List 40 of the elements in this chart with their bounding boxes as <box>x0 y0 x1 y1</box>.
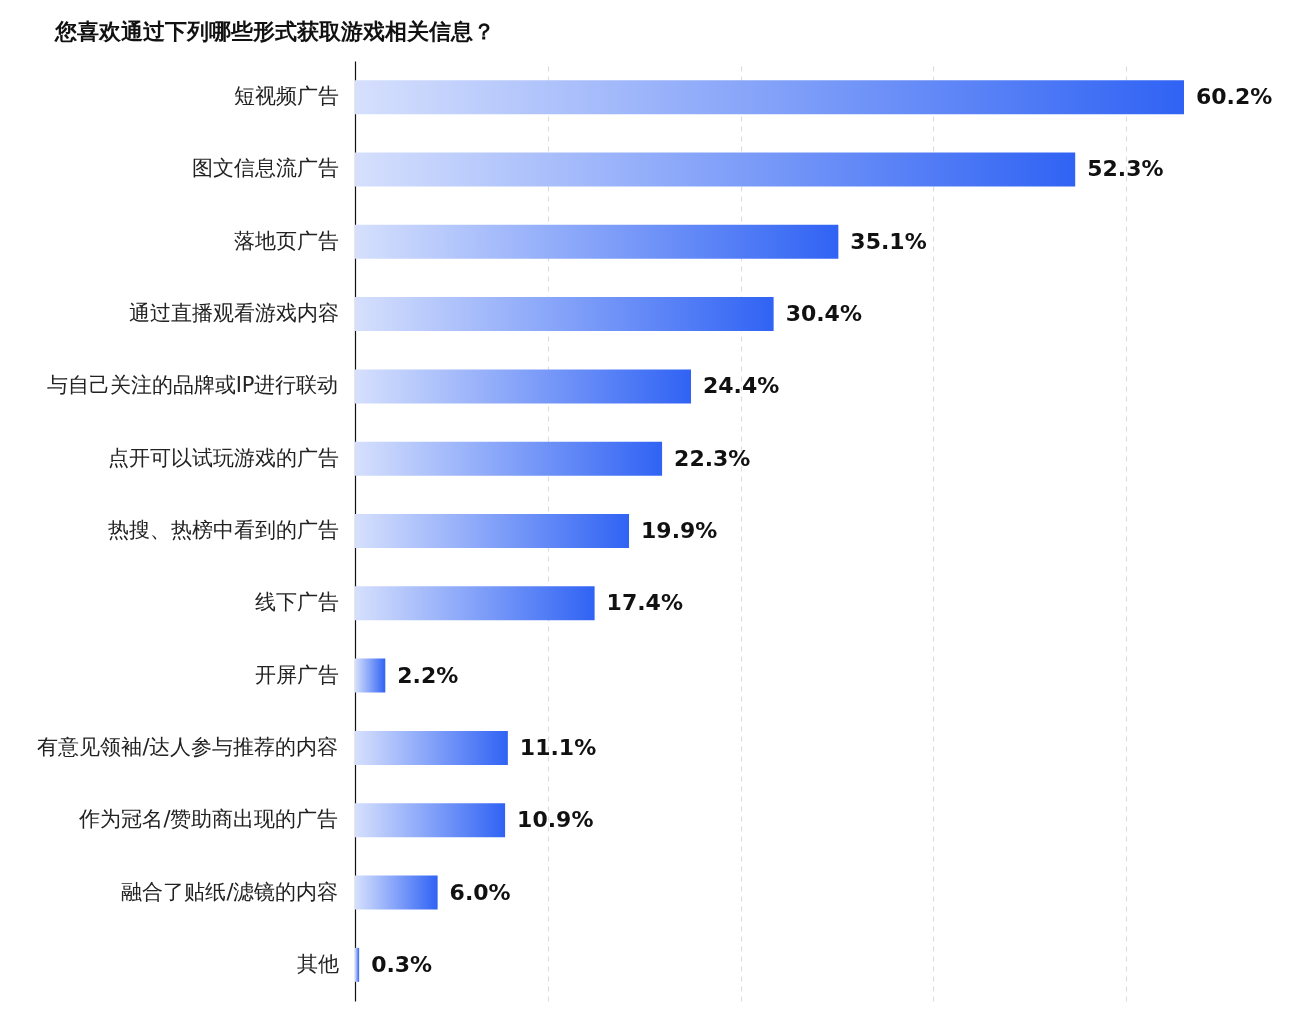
data-label: 0.3% <box>371 951 433 977</box>
bar <box>355 730 508 765</box>
bar <box>355 803 506 838</box>
bar <box>355 224 839 259</box>
y-tick-label: 通过直播观看游戏内容 <box>128 301 339 326</box>
data-label: 2.2% <box>397 662 459 688</box>
data-label: 17.4% <box>606 590 683 616</box>
y-tick-label: 点开可以试玩游戏的广告 <box>107 445 339 470</box>
y-tick-label: 落地页广告 <box>233 228 339 253</box>
data-label: 24.4% <box>703 373 780 399</box>
y-tick-label: 图文信息流广告 <box>191 156 339 181</box>
y-tick-label: 短视频广告 <box>233 84 339 109</box>
bar <box>355 152 1076 187</box>
data-label: 60.2% <box>1196 84 1273 110</box>
bar <box>355 297 774 332</box>
data-label: 10.9% <box>517 807 594 833</box>
y-tick-label: 线下广告 <box>254 590 339 615</box>
y-tick-label: 开屏广告 <box>254 662 339 687</box>
data-label: 19.9% <box>641 518 718 543</box>
bar <box>355 875 438 910</box>
bar <box>355 586 595 621</box>
bar <box>355 514 630 548</box>
data-label: 22.3% <box>674 445 751 471</box>
data-label: 6.0% <box>449 879 511 905</box>
data-label: 30.4% <box>785 301 862 327</box>
y-tick-label: 有意见领袖/达人参与推荐的内容 <box>37 734 339 759</box>
y-tick-label: 作为冠名/赞助商出现的广告 <box>78 807 339 832</box>
y-tick-label: 热搜、热榜中看到的广告 <box>107 518 339 542</box>
y-tick-label: 其他 <box>296 951 339 976</box>
y-tick-label: 与自己关注的品牌或IP进行联动 <box>46 373 339 398</box>
data-label: 11.1% <box>519 734 597 760</box>
bar <box>355 947 360 982</box>
data-label: 52.3% <box>1087 156 1164 182</box>
bar <box>355 80 1184 115</box>
y-tick-label: 融合了贴纸/滤镜的内容 <box>121 879 339 904</box>
bar <box>355 441 663 476</box>
bar <box>355 369 692 404</box>
data-label: 35.1% <box>850 228 927 254</box>
bar <box>355 658 386 693</box>
chart-title: 您喜欢通过下列哪些形式获取游戏相关信息？ <box>54 19 495 44</box>
